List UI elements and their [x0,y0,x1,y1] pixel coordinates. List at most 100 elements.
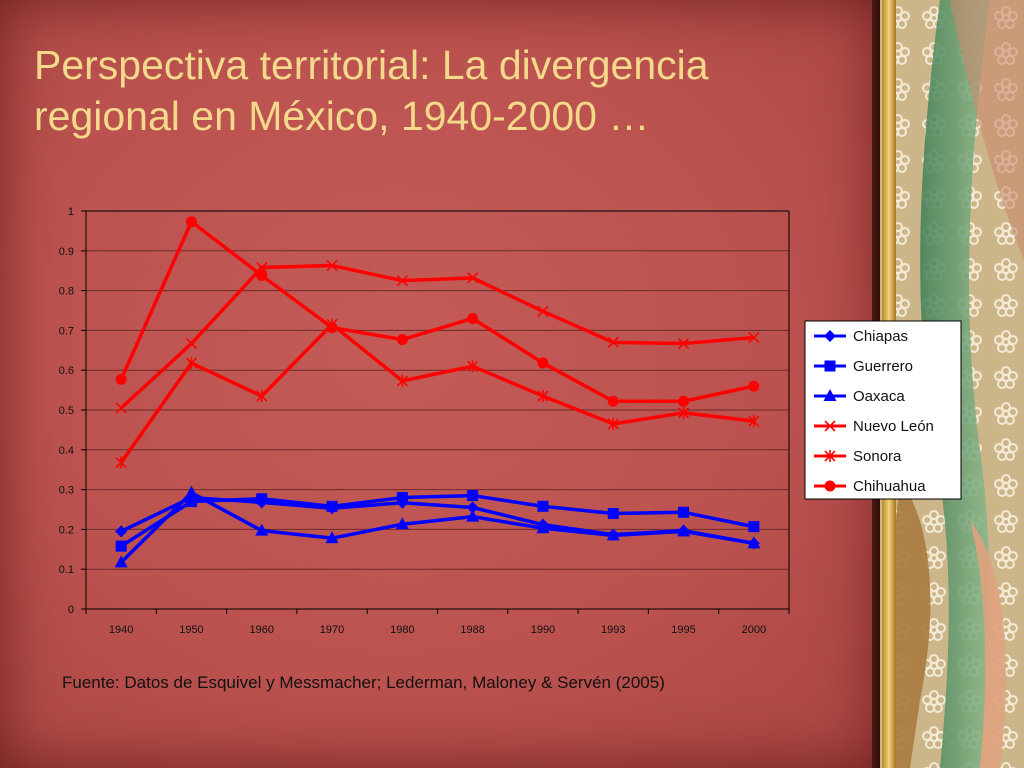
data-point [185,216,197,228]
data-point-stroke [115,402,127,414]
y-tick-label: 0.6 [59,365,74,377]
data-point-stroke [256,261,268,274]
data-point [467,312,479,324]
data-point [677,406,690,419]
y-tick-label: 0.4 [59,445,74,457]
data-point-stroke [607,336,619,348]
data-point-stroke [396,275,408,287]
data-point-stroke [537,305,549,317]
series-line-4 [119,322,755,464]
source-note: Fuente: Datos de Esquivel y Messmacher; … [62,673,665,692]
data-point [823,389,837,401]
legend-label: Chihuahua [853,478,926,495]
data-point [824,420,836,432]
data-point [396,374,408,387]
data-point [256,390,268,403]
data-point [326,259,338,272]
data-point [824,360,836,372]
data-point [824,330,836,342]
data-point [326,322,338,334]
data-point [467,272,479,284]
data-point [396,334,408,346]
y-tick-label: 0.2 [59,524,74,536]
data-point [326,500,338,512]
chart-axes [81,210,790,614]
data-point [678,506,690,518]
data-point [255,523,269,536]
slide-title: Perspectiva territorial: La divergencia … [34,42,709,139]
y-tick-label: 0 [68,604,74,616]
series-line-1 [120,493,755,548]
data-point [748,331,760,344]
data-point [114,555,128,568]
data-point [115,402,127,414]
data-point [185,496,197,508]
data-point [824,480,836,492]
data-point [256,493,268,505]
data-point [536,521,550,534]
legend-label: Chiapas [853,328,908,345]
data-point [395,517,409,530]
data-point [256,269,268,281]
data-point [677,524,691,537]
y-tick-label: 1 [68,206,74,218]
data-point [607,395,619,407]
data-point [677,337,690,350]
y-tick-label: 0.7 [59,325,74,337]
data-point [325,531,339,544]
data-point [184,485,198,498]
series-line-3 [119,263,754,410]
data-point-stroke [467,272,479,284]
x-tick-label: 1960 [250,624,274,636]
y-tick-label: 0.5 [59,405,74,417]
data-point [606,528,620,541]
data-point [607,417,619,430]
x-tick-labels: 1940 1950 1960 1970 1980 1988 1990 1993 1995 2000 [109,624,766,636]
data-point [607,336,619,348]
x-tick-label: 1950 [179,624,203,636]
x-tick-label: 1940 [109,624,133,636]
data-point [747,536,761,549]
series-markers [114,216,761,568]
chart-legend: Chiapas Guerrero Oaxaca Nuevo León Sonora Chi… [804,320,962,500]
y-tick-label: 0.1 [59,564,74,576]
data-point [396,492,408,504]
data-point-stroke [824,420,836,432]
data-point [537,390,549,403]
x-tick-label: 1995 [671,624,695,636]
x-tick-label: 1988 [460,624,484,636]
data-point [678,395,690,407]
data-point [467,360,479,373]
data-point [115,373,127,385]
legend-label: Oaxaca [853,388,905,405]
legend-label: Guerrero [853,358,913,375]
decorative-floral-border [880,0,1024,768]
y-tick-labels: 0 0.1 0.2 0.3 0.4 0.5 0.6 0.7 0.8 0.9 1 [59,206,74,616]
data-point [466,501,479,514]
y-tick-label: 0.9 [59,246,74,258]
series-lines [119,219,755,564]
legend-label: Sonora [853,448,902,465]
data-point [256,261,268,274]
data-point-stroke [185,337,198,350]
x-tick-label: 1980 [390,624,414,636]
x-tick-label: 1970 [320,624,344,636]
series-line-2 [119,491,755,564]
x-tick-label: 2000 [742,624,766,636]
data-point [467,490,479,502]
data-point [115,540,127,552]
data-point [396,275,408,287]
y-tick-label: 0.8 [59,286,74,298]
x-tick-label: 1993 [601,624,625,636]
data-point-stroke [326,259,338,272]
data-point-stroke [748,331,760,344]
legend-box [804,320,962,500]
data-point [748,380,760,392]
data-point-stroke [677,337,690,350]
y-tick-label: 0.3 [59,485,74,497]
data-point [537,357,549,369]
data-point [607,507,619,519]
data-point [185,357,198,370]
data-point [748,521,760,533]
